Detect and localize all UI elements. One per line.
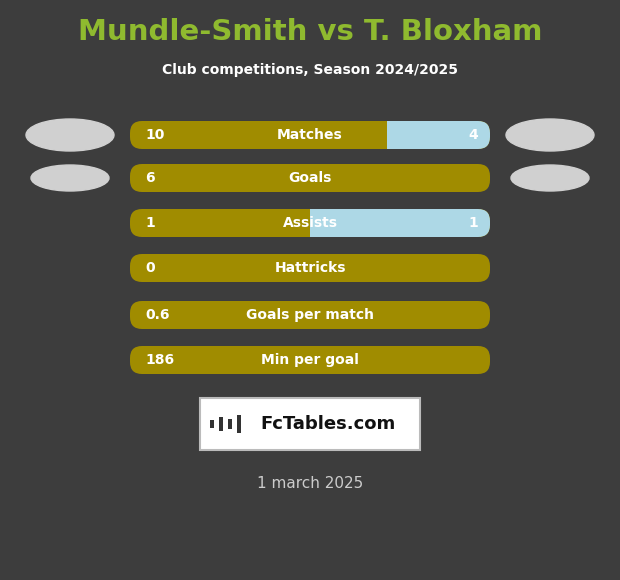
- Text: 186: 186: [145, 353, 174, 367]
- Text: Min per goal: Min per goal: [261, 353, 359, 367]
- Text: Matches: Matches: [277, 128, 343, 142]
- Text: 1 march 2025: 1 march 2025: [257, 477, 363, 491]
- Ellipse shape: [31, 165, 109, 191]
- Text: 0.6: 0.6: [145, 308, 169, 322]
- Text: Mundle-Smith vs T. Bloxham: Mundle-Smith vs T. Bloxham: [78, 18, 542, 46]
- FancyBboxPatch shape: [200, 398, 420, 450]
- Text: Goals: Goals: [288, 171, 332, 185]
- Text: Hattricks: Hattricks: [274, 261, 346, 275]
- Text: 1: 1: [468, 216, 478, 230]
- FancyBboxPatch shape: [310, 209, 490, 237]
- FancyBboxPatch shape: [130, 346, 490, 374]
- Ellipse shape: [26, 119, 114, 151]
- FancyBboxPatch shape: [130, 121, 490, 149]
- FancyBboxPatch shape: [130, 209, 490, 237]
- FancyBboxPatch shape: [219, 417, 223, 431]
- Text: 0: 0: [145, 261, 154, 275]
- Ellipse shape: [506, 119, 594, 151]
- Text: 10: 10: [145, 128, 164, 142]
- Text: Assists: Assists: [283, 216, 337, 230]
- FancyBboxPatch shape: [228, 419, 232, 429]
- FancyBboxPatch shape: [130, 301, 490, 329]
- FancyBboxPatch shape: [130, 164, 490, 192]
- FancyBboxPatch shape: [310, 209, 324, 237]
- FancyBboxPatch shape: [387, 121, 401, 149]
- FancyBboxPatch shape: [237, 415, 241, 433]
- Ellipse shape: [511, 165, 589, 191]
- Text: FcTables.com: FcTables.com: [260, 415, 395, 433]
- FancyBboxPatch shape: [130, 254, 490, 282]
- Text: 6: 6: [145, 171, 154, 185]
- FancyBboxPatch shape: [387, 121, 490, 149]
- Text: 1: 1: [145, 216, 155, 230]
- Text: Goals per match: Goals per match: [246, 308, 374, 322]
- FancyBboxPatch shape: [210, 420, 214, 428]
- Text: Club competitions, Season 2024/2025: Club competitions, Season 2024/2025: [162, 63, 458, 77]
- Text: 4: 4: [468, 128, 478, 142]
